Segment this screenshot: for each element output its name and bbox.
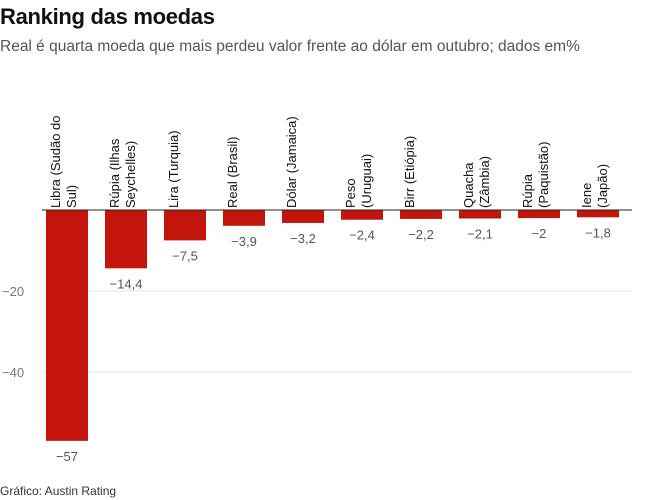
category-label-line: Libra (Sudão do	[48, 115, 63, 208]
bar	[164, 210, 206, 241]
data-label: −3,2	[290, 231, 316, 246]
y-tick-label: −40	[2, 365, 24, 380]
category-label-line: Lira (Turquia)	[166, 130, 181, 208]
bar	[105, 210, 147, 269]
bar	[400, 210, 442, 219]
data-label: −1,8	[585, 225, 611, 240]
category-label-line: Real (Brasil)	[225, 136, 240, 208]
bar	[459, 210, 501, 219]
chart-title: Ranking das moedas	[0, 4, 215, 29]
data-label: −3,9	[231, 234, 257, 249]
y-tick-label: −20	[2, 284, 24, 299]
category-label-line: (Uruguai)	[359, 154, 374, 208]
category-label: Lira (Turquia)	[166, 130, 181, 208]
chart-subtitle: Real é quarta moeda que mais perdeu valo…	[0, 38, 580, 55]
source-credit: Gráfico: Austin Rating	[0, 484, 117, 498]
category-label-line: Rúpia (Ilhas	[107, 138, 122, 208]
category-label-line: (Japão)	[595, 164, 610, 208]
category-label: Quacha (Zâmbia)	[461, 156, 492, 208]
data-label: −2,2	[408, 227, 434, 242]
bar-chart: −20 −40 −57 Libra (Sudão do Sul) −14,4 Rúpia (…	[2, 115, 632, 464]
data-label: −14,4	[110, 276, 143, 291]
bar	[577, 210, 619, 218]
category-label-line: Seychelles)	[123, 141, 138, 208]
data-label: −57	[56, 449, 78, 464]
category-label: Iene (Japão)	[579, 164, 610, 208]
category-label-line: Dólar (Jamaica)	[284, 116, 299, 208]
bar	[223, 210, 265, 226]
category-label: Birr (Etiópia)	[402, 136, 417, 208]
data-label: −7,5	[172, 248, 198, 263]
bar	[518, 210, 560, 219]
data-label: −2,1	[467, 227, 493, 242]
category-label-line: (Zâmbia)	[477, 156, 492, 208]
category-label: Rúpia (Paquistão)	[520, 142, 551, 208]
category-label-line: Birr (Etiópia)	[402, 136, 417, 208]
category-label-line: Quacha	[461, 162, 476, 208]
data-label: −2,4	[349, 228, 375, 243]
category-label: Real (Brasil)	[225, 136, 240, 208]
category-label-line: Rúpia	[520, 173, 535, 208]
data-label: −2	[532, 226, 547, 241]
category-label: Dólar (Jamaica)	[284, 116, 299, 208]
category-label-line: Sul)	[64, 185, 79, 208]
bar	[46, 210, 88, 441]
category-label: Rúpia (Ilhas Seychelles)	[107, 138, 138, 208]
category-label-line: (Paquistão)	[536, 142, 551, 208]
category-label: Libra (Sudão do Sul)	[48, 115, 79, 208]
category-label: Peso (Uruguai)	[343, 154, 374, 208]
bar	[282, 210, 324, 223]
bar	[341, 210, 383, 220]
category-label-line: Peso	[343, 178, 358, 208]
category-label-line: Iene	[579, 183, 594, 208]
